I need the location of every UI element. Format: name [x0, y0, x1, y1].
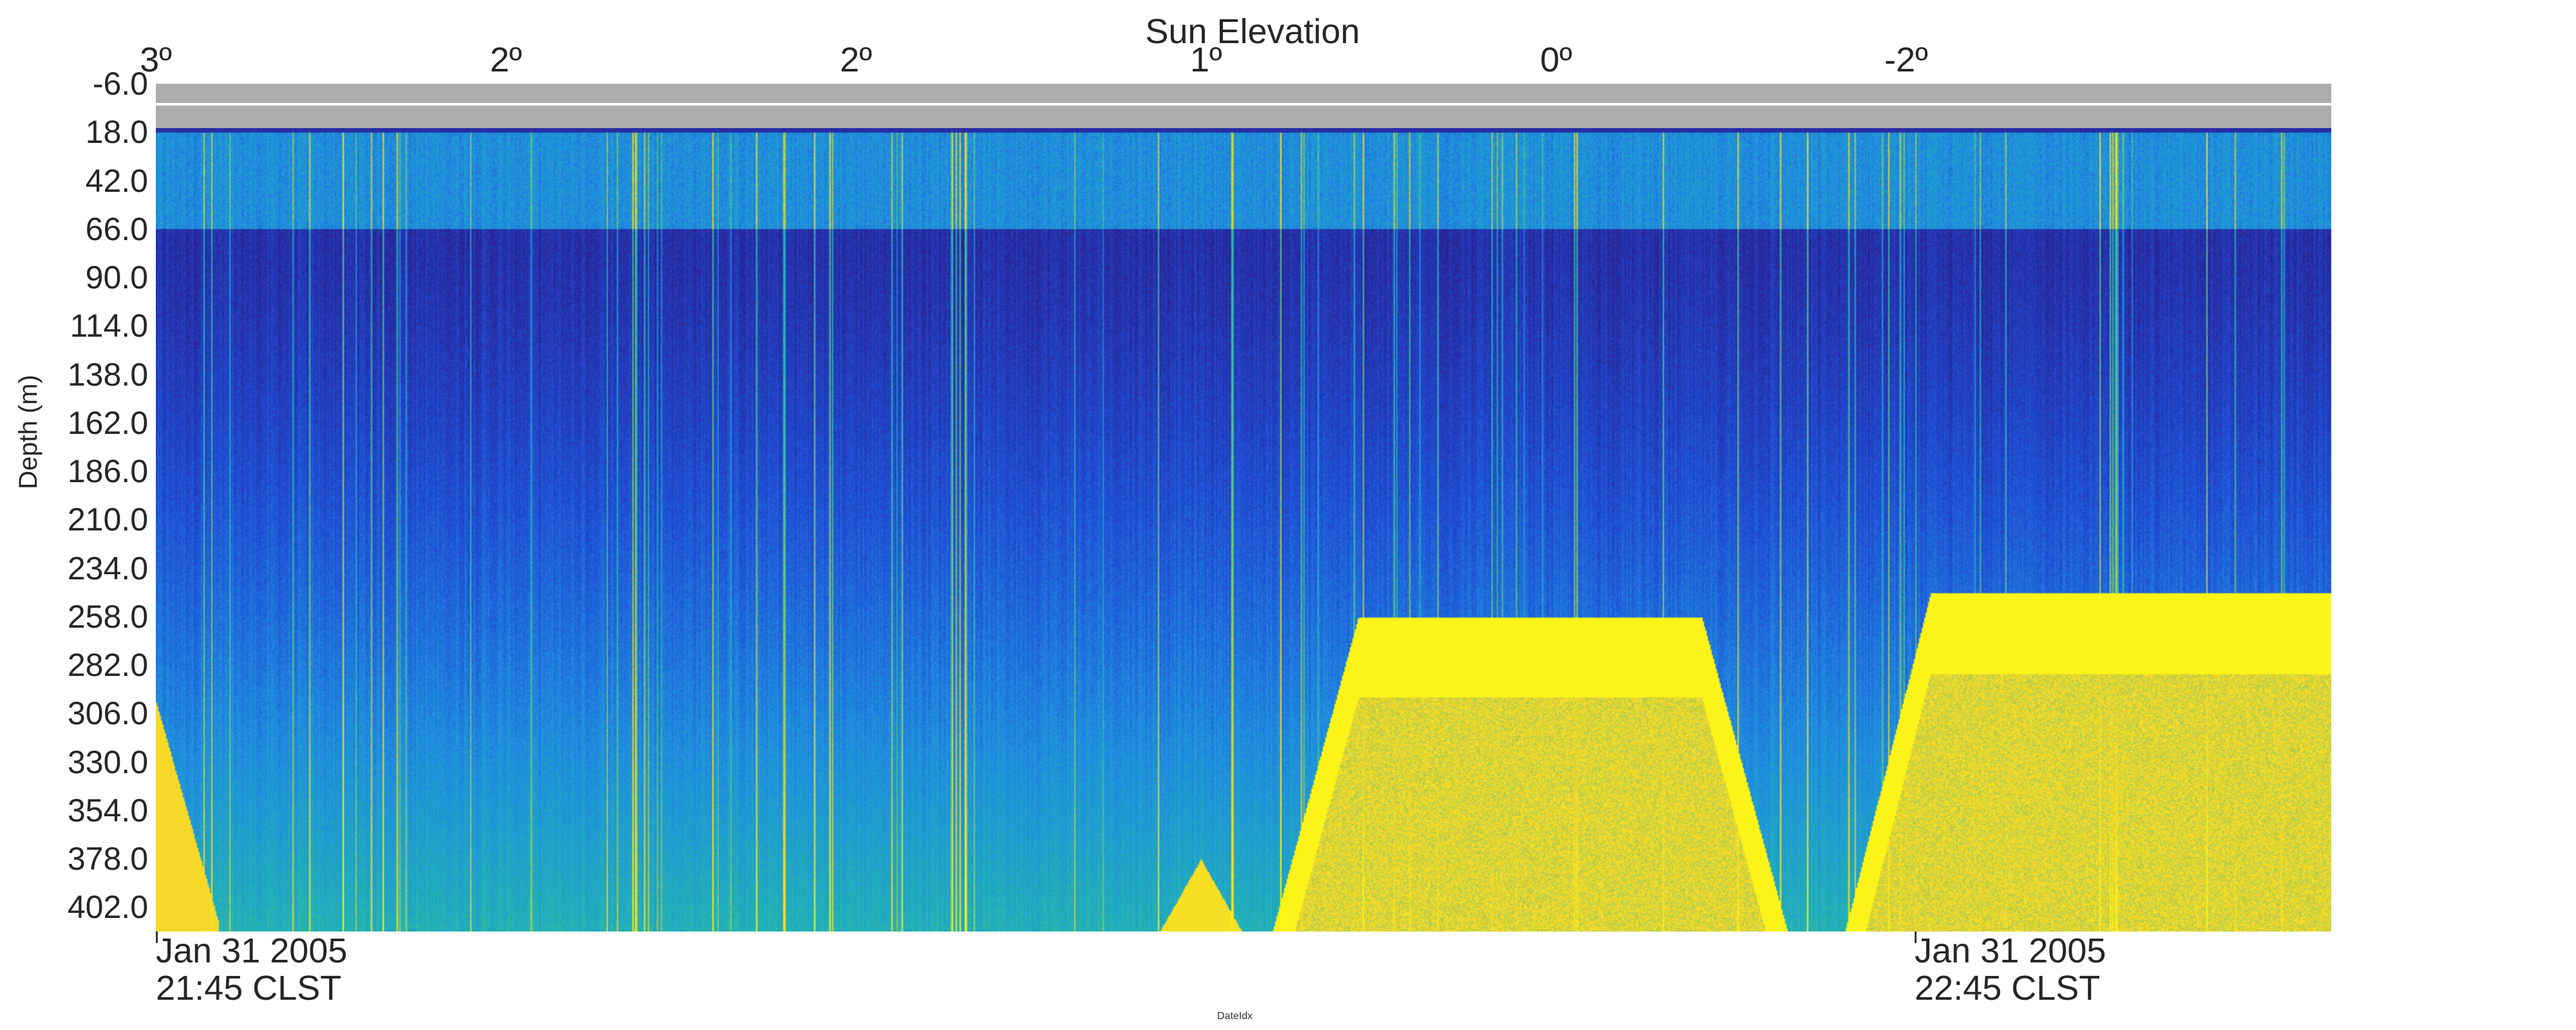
surface-band: [156, 84, 2331, 128]
y-tick-label: -6.0: [92, 66, 148, 102]
y-axis-label: Depth (m): [14, 375, 43, 489]
y-tick-label: 66.0: [85, 211, 148, 247]
top-tick-label: 2º: [489, 41, 522, 79]
top-tick-label: -2º: [1884, 41, 1928, 79]
y-tick-label: 282.0: [67, 647, 148, 684]
x-tick-time: 22:45 CLST: [1915, 969, 2101, 1007]
x-tick-label-start: Jan 31 2005 21:45 CLST: [156, 932, 347, 1007]
y-tick-label: 42.0: [85, 162, 148, 199]
y-tick-label: 306.0: [67, 695, 148, 732]
y-tick-label: 18.0: [85, 114, 148, 151]
y-tick-label: 186.0: [67, 453, 148, 490]
y-tick-label: 234.0: [67, 550, 148, 586]
top-tick-label: 1º: [1189, 41, 1222, 79]
x-tick-label-end: Jan 31 2005 22:45 CLST: [1915, 932, 2106, 1007]
y-tick-label: 402.0: [67, 889, 148, 926]
y-tick-label: 258.0: [67, 598, 148, 635]
x-tick-date: Jan 31 2005: [1915, 932, 2107, 970]
surface-band-divider: [156, 103, 2331, 106]
y-tick-label: 378.0: [67, 841, 148, 877]
y-tick-label: 162.0: [67, 404, 148, 441]
x-axis-label: DateIdx: [1217, 1011, 1253, 1022]
echogram-heatmap: [156, 84, 2331, 932]
x-tick-mark: [156, 932, 158, 943]
x-tick-time: 21:45 CLST: [156, 969, 342, 1007]
y-tick-label: 138.0: [67, 356, 148, 393]
y-tick-label: 330.0: [67, 744, 148, 780]
x-tick-mark: [1915, 932, 1917, 943]
y-tick-label: 354.0: [67, 792, 148, 829]
y-tick-label: 114.0: [70, 308, 148, 344]
top-tick-label: 0º: [1540, 41, 1573, 79]
x-tick-date: Jan 31 2005: [156, 932, 348, 970]
y-tick-label: 210.0: [67, 501, 148, 538]
y-tick-label: 90.0: [85, 259, 148, 296]
top-tick-label: 3º: [140, 41, 172, 79]
top-tick-label: 2º: [840, 41, 873, 79]
chart-title: Sun Elevation: [1145, 12, 1360, 51]
plot-area: [156, 84, 2331, 932]
